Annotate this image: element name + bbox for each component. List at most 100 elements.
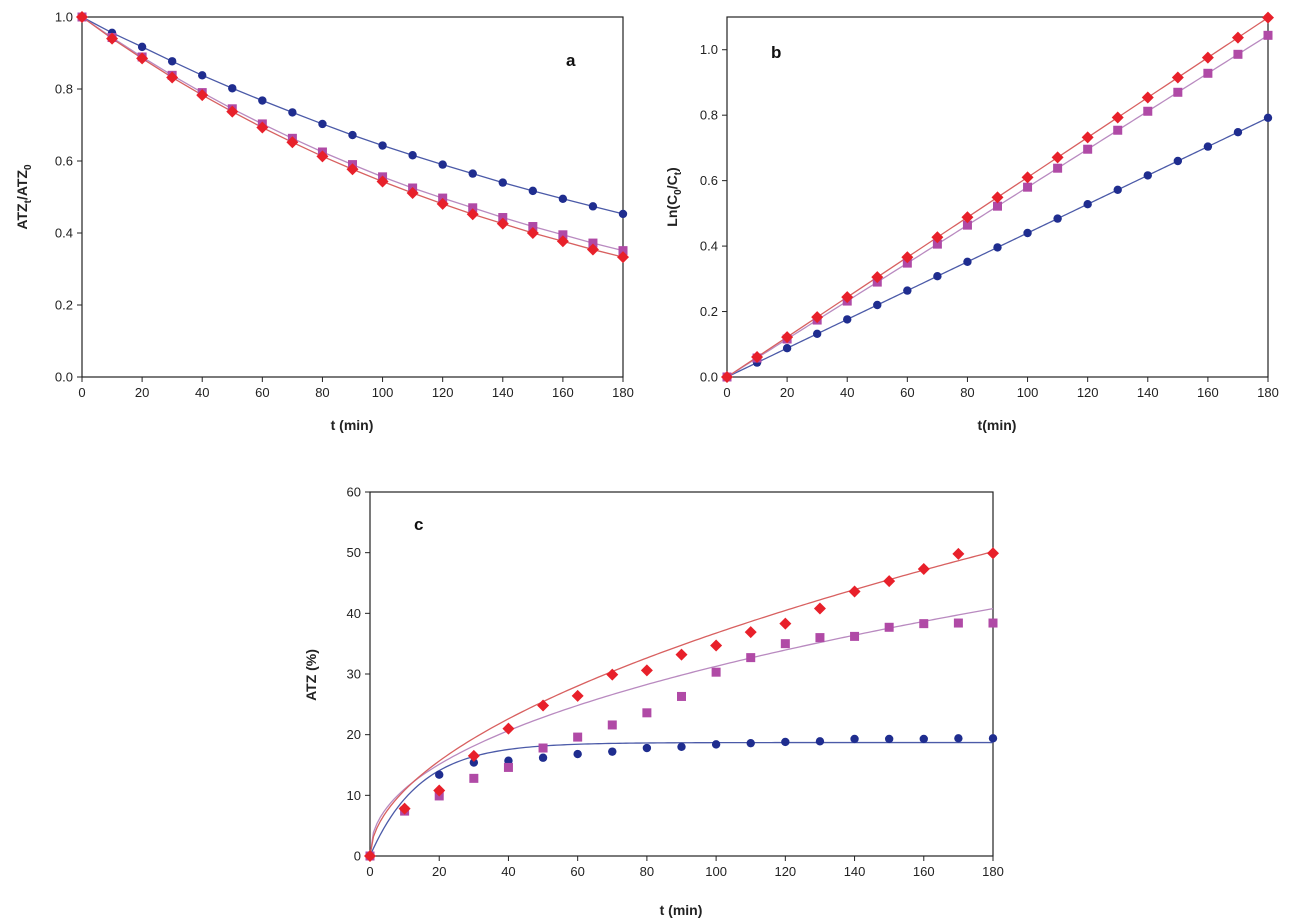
panel-b-y-title-main: Ln(C	[664, 195, 680, 227]
panel-b-magenta-data-point	[1053, 163, 1063, 173]
panel-b-red-data-point	[1051, 151, 1064, 164]
panel-c-red-data-point	[813, 602, 826, 615]
panel-a-x-tick-label: 20	[135, 385, 149, 400]
panel-b-red-data-point	[1171, 71, 1184, 84]
panel-a-blue-data-point	[318, 119, 327, 129]
panel-b-y-tick-label: 0.2	[700, 304, 718, 319]
panel-b-red-data-point	[721, 371, 733, 383]
panel-c-lines	[369, 551, 994, 857]
panel-c-x-tick-label: 160	[913, 864, 935, 879]
panel-a-blue-data-point	[438, 160, 447, 169]
panel-c-blue-data-point	[746, 738, 755, 748]
panel-a-y-tick-label: 0.4	[55, 226, 73, 241]
panel-a-blue-data-point	[528, 186, 538, 196]
panel-b-red-data-point	[751, 351, 764, 364]
panel-b-y-tick-label: 1.0	[700, 42, 718, 57]
panel-a-blue-data-point	[378, 141, 387, 150]
panel-a-y-tick-label: 0.2	[55, 298, 73, 313]
panel-b-red-data-point	[1262, 11, 1274, 24]
panel-b-x-tick-label: 120	[1077, 385, 1099, 400]
panel-b-y-title-sub1: 0	[673, 189, 684, 195]
panel-c-magenta-data-point	[711, 667, 721, 677]
panel-b-red-data-point	[1231, 31, 1244, 44]
panel-a: a t (min) ATZt/ATZ0 0 20 40 60 80 100 120 140 16…	[14, 10, 634, 434]
panel-b-magenta-data-point	[1083, 144, 1093, 154]
panel-a-blue-data-point	[198, 71, 207, 80]
panel-a-red-data-point	[617, 251, 629, 264]
panel-c-magenta-data-point	[815, 633, 825, 643]
panel-c-red-data-point	[744, 626, 757, 639]
panel-b-red-data-point	[991, 191, 1004, 204]
panel-b-label: b	[771, 43, 781, 62]
panel-c-magenta-data-point	[988, 618, 998, 628]
panel-c-red-data-point	[640, 664, 653, 677]
panel-a-red-data-point	[436, 197, 449, 210]
panel-b-x-tick-label: 0	[723, 385, 730, 400]
panel-c-y-tick-label: 10	[347, 788, 361, 803]
panel-c-y-tick-label: 0	[354, 849, 361, 864]
panel-a-x-tick-label: 120	[432, 385, 454, 400]
panel-a-markers	[76, 11, 629, 264]
panel-a-y-title-mid: /ATZ	[14, 170, 30, 201]
panel-b-red-data-point	[931, 231, 944, 244]
panel-a-red-data-point	[406, 187, 419, 200]
panel-c-y-axis-title: ATZ (%)	[303, 649, 319, 701]
panel-c-magenta-data-point	[850, 631, 860, 641]
panel-c-red-data-point	[606, 668, 619, 681]
panel-b-x-tick-label: 140	[1137, 385, 1159, 400]
panel-b-y-tick-label: 0.8	[700, 108, 718, 123]
panel-c-x-tick-label: 100	[705, 864, 727, 879]
panel-a-red-data-point	[466, 208, 479, 221]
panel-b-blue-data-point	[843, 315, 852, 324]
panel-c-y-tick-label: 30	[347, 667, 361, 682]
panel-b-magenta-data-point	[962, 220, 972, 230]
panel-c-markers	[364, 547, 999, 862]
panel-a-blue-data-point	[468, 169, 477, 178]
panel-b-plot-frame	[726, 16, 1269, 378]
panel-b-x-tick-label: 20	[780, 385, 794, 400]
panel-c-red-data-point	[398, 802, 411, 815]
panel-c-y-tick-label: 20	[347, 727, 361, 742]
panel-c-magenta-data-point	[884, 622, 894, 632]
panel-a-blue-data-point	[348, 130, 357, 140]
panel-a-red-data-point	[526, 227, 539, 239]
panel-c-label: c	[414, 515, 423, 534]
panel-c-magenta-data-point	[746, 653, 756, 663]
panel-a-red-data-point	[136, 52, 149, 65]
panel-c-x-axis-title: t (min)	[660, 902, 703, 918]
panel-b-red-data-point	[901, 251, 914, 264]
panel-a-magenta-data-point	[528, 222, 538, 232]
panel-c-x-tick-label: 120	[774, 864, 796, 879]
panel-c-blue-data-point	[988, 734, 998, 743]
panel-c-red-data-point	[848, 585, 861, 598]
panel-a-red-data-point	[556, 235, 569, 248]
panel-a-blue-data-point	[588, 202, 598, 211]
panel-b-blue-data-point	[812, 329, 822, 338]
panel-c-red-data-point	[467, 749, 480, 762]
panel-b-y-title-mid: /C	[664, 175, 680, 189]
panel-b-x-tick-label: 60	[900, 385, 914, 400]
panel-a-blue-data-point	[288, 108, 297, 117]
panel-c-y-tick-label: 60	[347, 485, 361, 500]
panel-a-x-tick-label: 60	[255, 385, 269, 400]
panel-b-blue-data-point	[782, 344, 792, 353]
panel-b-red-data-point	[841, 291, 854, 304]
panel-a-blue-data-point	[228, 84, 237, 93]
panel-c-blue-data-point	[642, 743, 652, 753]
panel-c-blue-data-point	[504, 756, 513, 765]
panel-a-plot-frame	[81, 16, 624, 378]
panel-b-y-tick-label: 0.4	[700, 239, 718, 254]
panel-b-magenta-data-point	[1173, 87, 1183, 97]
panel-c-red-data-point	[502, 722, 515, 735]
panel-b-red-data-point	[871, 271, 884, 284]
panel-b-magenta-data-point	[993, 201, 1002, 211]
panel-c-magenta-data-point	[469, 773, 479, 783]
panel-b-blue-data-point	[963, 257, 972, 266]
panel-b-y-title-sub2: t	[673, 171, 684, 175]
panel-c-red-data-point	[952, 547, 965, 560]
panel-b-blue-data-point	[1233, 128, 1243, 137]
panel-c-red-data-point	[364, 850, 376, 862]
panel-a-y-tick-label: 0.8	[55, 82, 73, 97]
panel-a-blue-data-point	[167, 57, 177, 66]
